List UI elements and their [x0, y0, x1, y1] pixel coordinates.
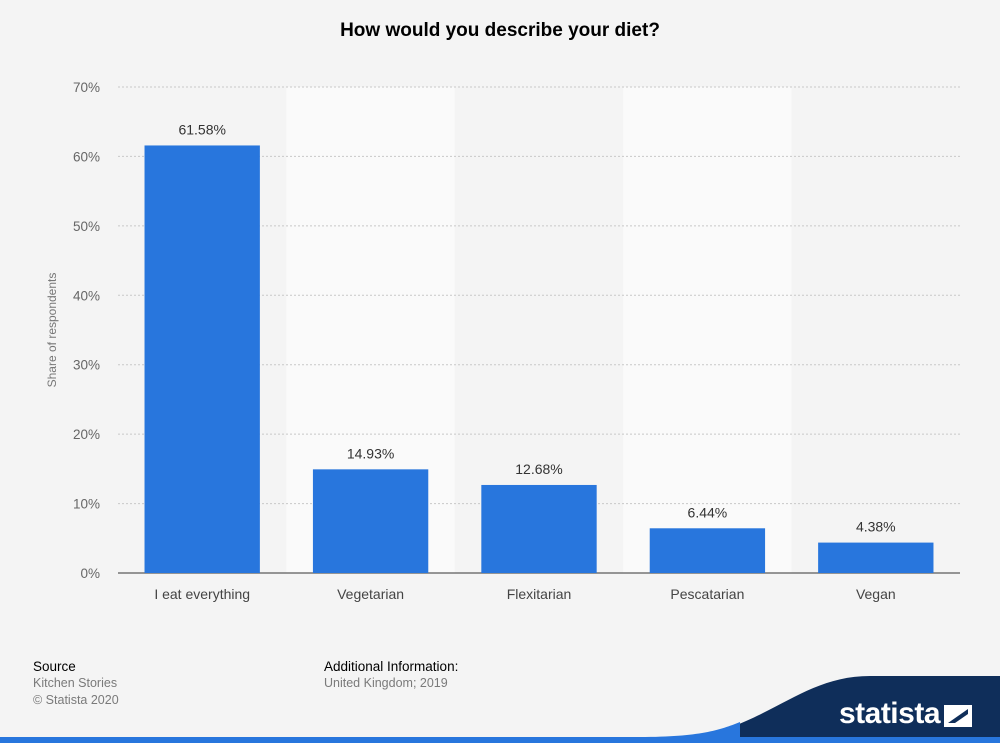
bar[interactable]	[144, 145, 260, 573]
y-tick-label: 20%	[73, 427, 100, 442]
y-tick-label: 30%	[73, 358, 100, 373]
y-tick-label: 70%	[73, 80, 100, 95]
y-tick-label: 0%	[80, 566, 100, 581]
data-label: 14.93%	[347, 445, 394, 461]
data-label: 12.68%	[515, 461, 562, 477]
bar[interactable]	[312, 469, 429, 573]
bar[interactable]	[818, 542, 934, 573]
bars	[144, 145, 934, 573]
background-band	[791, 87, 960, 573]
y-axis-title: Share of respondents	[45, 273, 59, 388]
category-label: Vegetarian	[337, 586, 404, 602]
data-label: 4.38%	[856, 519, 896, 535]
y-tick-label: 60%	[73, 149, 100, 164]
additional-info-heading: Additional Information:	[324, 659, 459, 674]
y-axis-ticks: 0% 10% 20% 30% 40% 50% 60% 70%	[73, 80, 100, 581]
additional-info-text: United Kingdom; 2019	[324, 676, 448, 690]
bar[interactable]	[481, 484, 597, 573]
category-label: Flexitarian	[507, 586, 572, 602]
y-tick-label: 40%	[73, 288, 100, 303]
data-label: 6.44%	[688, 504, 728, 520]
bar[interactable]	[649, 528, 766, 573]
source-block: Source Kitchen Stories © Statista 2020	[33, 658, 119, 709]
category-labels: I eat everything Vegetarian Flexitarian Pes…	[154, 586, 895, 602]
y-tick-label: 50%	[73, 219, 100, 234]
copyright: © Statista 2020	[33, 693, 119, 707]
source-heading: Source	[33, 659, 76, 674]
source-name[interactable]: Kitchen Stories	[33, 676, 118, 690]
chart-title: How would you describe your diet?	[340, 20, 660, 41]
category-label: Vegan	[856, 586, 896, 602]
additional-info-block: Additional Information: United Kingdom; …	[324, 658, 458, 692]
category-label: I eat everything	[154, 586, 250, 602]
y-tick-label: 10%	[73, 497, 100, 512]
data-labels: 61.58% 14.93% 12.68% 6.44% 4.38%	[178, 121, 895, 534]
category-label: Pescatarian	[670, 586, 744, 602]
background-band	[623, 87, 792, 573]
data-label: 61.58%	[178, 121, 225, 137]
